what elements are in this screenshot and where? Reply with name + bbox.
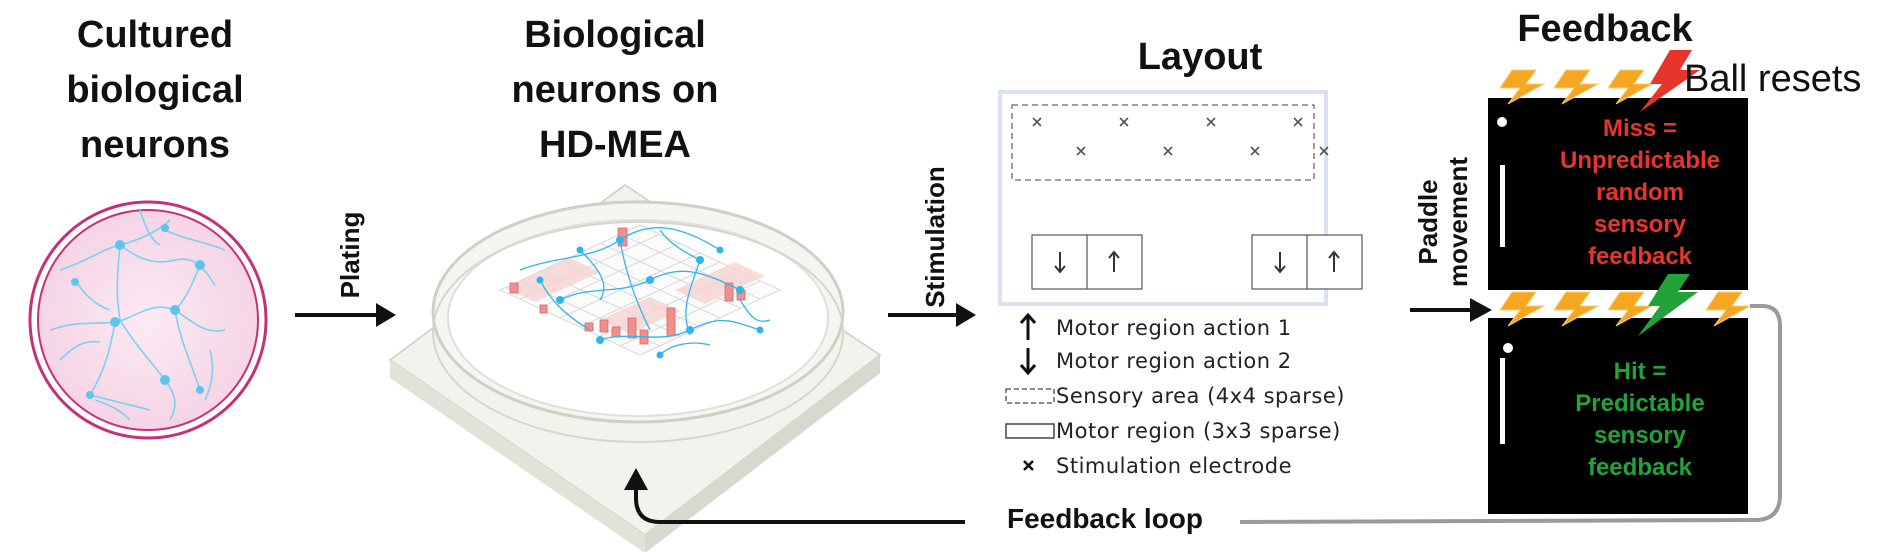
arrow-down-icon: [1019, 348, 1037, 376]
legend-item-action-1: Motor region action 1: [1056, 316, 1292, 340]
panel-4-title: Feedback: [1517, 8, 1693, 50]
cross-icon: [1023, 460, 1034, 471]
panel-2-title: Biological neurons on HD-MEA: [511, 14, 719, 166]
panel-3-title: Layout: [1137, 36, 1263, 78]
feedback-loop-label: Feedback loop: [1006, 503, 1204, 534]
hd-mea-chip: [388, 183, 882, 552]
stimulation-electrodes: [1032, 117, 1329, 156]
bolt-icons-middle: [1499, 274, 1752, 336]
legend-item-stimulation-electrode: Stimulation electrode: [1056, 454, 1292, 478]
sensory-area: [1011, 104, 1315, 181]
plating-label: Plating: [335, 211, 365, 299]
miss-screen: [1488, 98, 1748, 290]
legend-symbols: [1005, 312, 1055, 471]
bolt-icons-top: [1499, 50, 1700, 112]
green-bolt-icon: [1638, 274, 1698, 336]
miss-feedback-text: Miss = Unpredictable random sensory feed…: [1559, 115, 1721, 270]
active-regions: [505, 258, 765, 334]
motor-region-left: [1031, 234, 1143, 290]
legend-item-action-2: Motor region action 2: [1056, 349, 1292, 373]
neuron-somas-1: [71, 224, 205, 399]
neuron-somas-2: [536, 236, 764, 359]
feedback-loop-path: [624, 304, 1782, 524]
dashed-rect-icon: [1005, 388, 1055, 404]
legend-item-sensory-area: Sensory area (4x4 sparse): [1056, 384, 1345, 408]
motor-region-right: [1251, 234, 1363, 290]
hit-feedback-text: Hit = Predictable sensory feedback: [1575, 358, 1705, 481]
stimulation-label: Stimulation: [920, 166, 950, 308]
layout-panel: [998, 90, 1363, 306]
solid-rect-icon: [1005, 423, 1055, 439]
hit-screen: [1488, 318, 1748, 514]
red-bolt-icon: [1640, 50, 1700, 112]
panel-1-title: Cultured biological neurons: [66, 14, 244, 166]
legend-item-motor-region: Motor region (3x3 sparse): [1056, 419, 1341, 443]
petri-dish: [28, 200, 268, 440]
paddle-movement-label: Paddle movement: [1413, 156, 1473, 288]
ball-resets-label: Ball resets: [1684, 58, 1862, 100]
arrow-up-icon: [1019, 312, 1037, 340]
